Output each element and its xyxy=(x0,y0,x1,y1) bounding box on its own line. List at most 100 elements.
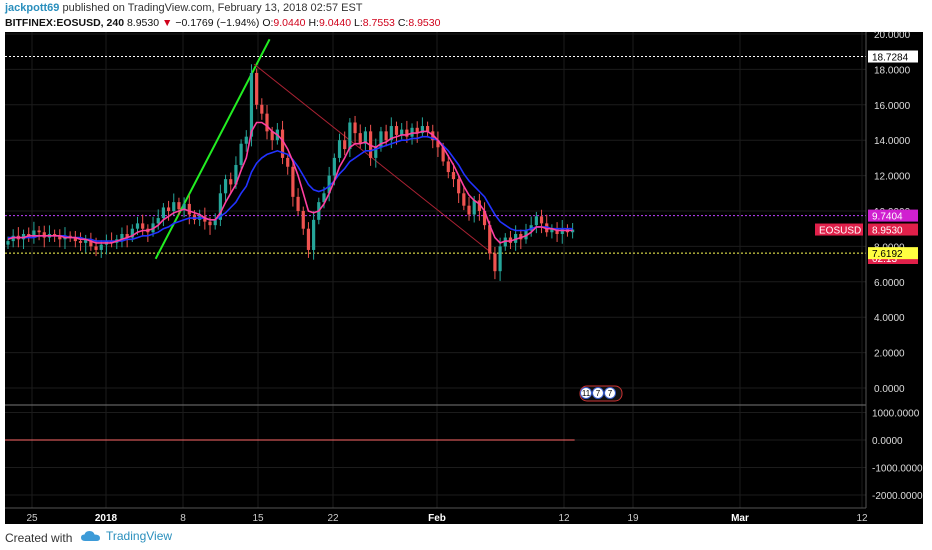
candle-body xyxy=(99,244,103,250)
price-label-box xyxy=(868,209,918,222)
candle-body xyxy=(488,225,492,254)
low-value: 8.7553 xyxy=(362,17,395,29)
candle-body xyxy=(477,200,481,211)
published-text: published on TradingView.com, February 1… xyxy=(62,2,363,14)
price-labels: 18.7284 9.7404 EOSUSD 8.9530 02:137.6192 xyxy=(815,50,918,265)
candle-body xyxy=(467,205,471,215)
indicator-tick-label: -1000.0000 xyxy=(872,464,923,475)
candle-body xyxy=(120,234,124,240)
chart-background xyxy=(5,32,923,524)
time-tick-label: 2018 xyxy=(95,513,118,524)
candle-body xyxy=(239,143,243,165)
candle-body xyxy=(420,126,424,134)
candle-body xyxy=(482,211,487,226)
candle-body xyxy=(135,223,140,229)
candle-body xyxy=(394,126,399,135)
candle-body xyxy=(379,131,383,148)
candle-body xyxy=(306,228,311,250)
price-label-box xyxy=(868,247,918,260)
candle-body xyxy=(446,161,450,173)
candle-body xyxy=(68,235,72,238)
candle-body xyxy=(389,126,393,141)
candle-body xyxy=(425,126,430,132)
candle-body xyxy=(405,129,409,137)
candle-body xyxy=(400,129,404,135)
horizontal-levels xyxy=(5,56,866,254)
candle-body xyxy=(130,228,134,238)
time-tick-label: Feb xyxy=(428,513,446,524)
change-value: −0.1769 (−1.94%) xyxy=(175,17,260,29)
indicator-tick-label: 0.0000 xyxy=(872,436,903,447)
price-label-box xyxy=(868,50,918,63)
event-badge-circle xyxy=(580,387,592,399)
candle-body xyxy=(493,253,497,272)
candle-body xyxy=(53,234,57,236)
price-label-box xyxy=(868,223,918,236)
candle-body xyxy=(125,234,129,238)
fast-moving-average-line xyxy=(7,121,573,244)
candle-body xyxy=(213,219,217,226)
candle-body xyxy=(529,225,533,231)
candle-body xyxy=(332,157,336,176)
candle-body xyxy=(166,207,171,211)
event-badges[interactable]: 11 7 7 xyxy=(579,385,623,402)
candle-body xyxy=(73,237,77,242)
high-label: H: xyxy=(308,17,319,29)
down-arrow-icon: ▼ xyxy=(162,17,173,29)
candle-body xyxy=(21,234,26,240)
time-tick-label: 8 xyxy=(180,513,186,524)
author-name[interactable]: jackpott69 xyxy=(5,2,60,14)
price-label-symbol: EOSUSD xyxy=(819,226,861,237)
time-tick-label: 25 xyxy=(26,513,38,524)
price-tick-label: 20.0000 xyxy=(874,30,911,41)
moving-averages xyxy=(7,121,573,244)
chart-canvas[interactable]: 20.000018.000016.000014.000012.000010.00… xyxy=(0,0,932,527)
indicator-tick-label: 1000.0000 xyxy=(872,409,920,420)
price-tick-label: 2.0000 xyxy=(874,349,905,360)
candle-body xyxy=(337,140,342,158)
candle-body xyxy=(301,211,305,229)
candle-body xyxy=(348,122,352,150)
candle-body xyxy=(550,228,554,233)
candle-body xyxy=(555,228,559,235)
candle-body xyxy=(534,216,538,226)
candle-body xyxy=(296,196,300,211)
candle-body xyxy=(192,214,197,220)
event-badge-label: 11 xyxy=(582,389,591,398)
candle-body xyxy=(141,223,145,229)
tradingview-link[interactable]: TradingView xyxy=(80,529,172,543)
candle-body xyxy=(229,179,233,185)
candle-body xyxy=(244,136,248,144)
price-tick-label: 6.0000 xyxy=(874,278,905,289)
indicator-tick-label: -2000.0000 xyxy=(872,491,923,502)
candle-body xyxy=(545,223,549,233)
candle-body xyxy=(312,219,316,250)
indicator-axis: 1000.0000 0.0000 -1000.0000 -2000.0000 xyxy=(872,409,923,503)
candle-body xyxy=(280,129,285,158)
symbol-label[interactable]: BITFINEX:EOSUSD, 240 xyxy=(5,17,125,29)
candle-body xyxy=(291,166,295,197)
price-tick-label: 14.0000 xyxy=(874,136,911,147)
price-label-support: 7.6192 xyxy=(872,249,903,260)
open-value: 9.0440 xyxy=(273,17,306,29)
candle-body xyxy=(410,127,414,137)
candle-body xyxy=(451,172,456,180)
candle-body xyxy=(161,207,165,219)
candle-body xyxy=(514,234,518,243)
candle-body xyxy=(560,228,564,235)
candle-body xyxy=(343,140,347,150)
candle-body xyxy=(508,237,513,243)
candle-body xyxy=(498,246,502,272)
candle-body xyxy=(441,147,445,162)
low-label: L: xyxy=(354,17,363,29)
candle-body xyxy=(223,179,228,194)
time-tick-label: 12 xyxy=(558,513,570,524)
time-tick-label: 22 xyxy=(327,513,339,524)
candle-body xyxy=(436,140,440,148)
candle-body xyxy=(208,221,212,226)
close-value: 8.9530 xyxy=(408,17,441,29)
price-label-last: 8.9530 xyxy=(872,226,903,237)
candle-body xyxy=(462,193,466,206)
candle-body xyxy=(260,104,264,114)
price-tick-label: 4.0000 xyxy=(874,313,905,324)
